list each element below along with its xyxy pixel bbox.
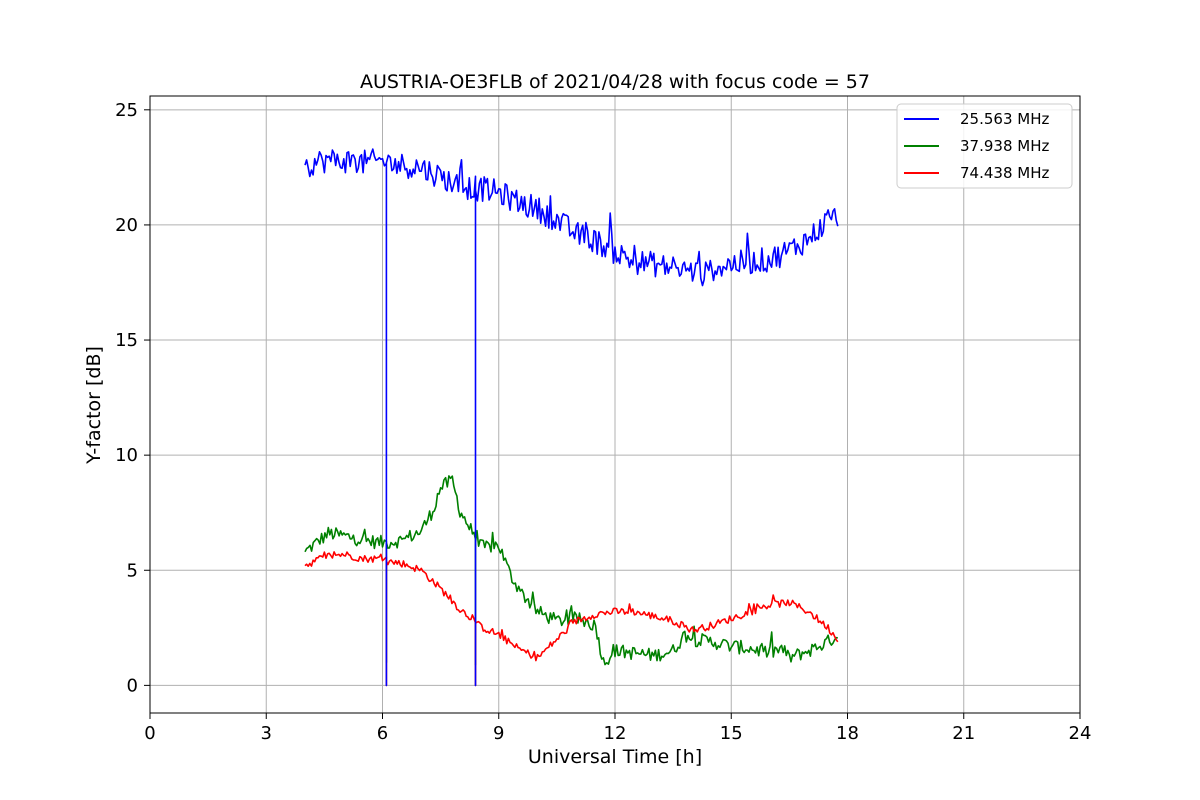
x-tick-label: 6 — [377, 723, 388, 744]
legend-box — [896, 103, 1073, 189]
legend-label: 25.563 MHz — [960, 110, 1049, 128]
x-tick-label: 15 — [720, 723, 743, 744]
y-tick-label: 10 — [115, 445, 138, 466]
legend-label: 37.938 MHz — [960, 137, 1049, 155]
x-axis-label: Universal Time [h] — [528, 746, 702, 768]
series-layer — [304, 148, 839, 687]
chart-title: AUSTRIA-OE3FLB of 2021/04/28 with focus … — [360, 71, 870, 93]
y-tick-label: 5 — [127, 560, 138, 581]
y-tick-label: 0 — [127, 675, 138, 696]
y-tick-label: 20 — [115, 215, 138, 236]
x-tick-label: 21 — [952, 723, 975, 744]
x-tick-label: 0 — [144, 723, 155, 744]
y-axis-label: Y-factor [dB] — [83, 346, 105, 465]
x-tick-label: 18 — [836, 723, 859, 744]
x-tick-label: 24 — [1069, 723, 1092, 744]
legend-label: 74.438 MHz — [960, 164, 1049, 182]
x-tick-label: 9 — [493, 723, 504, 744]
axis-ticks: 0 3 6 9 12 15 18 21 24 0 5 10 15 20 25 — [115, 100, 1091, 744]
series-line-2 — [304, 551, 839, 687]
legend: 25.563 MHz 37.938 MHz 74.438 MHz — [896, 103, 1073, 189]
y-tick-label: 25 — [115, 100, 138, 121]
series-line-0 — [304, 148, 839, 687]
series-line-1 — [304, 475, 838, 666]
x-tick-label: 3 — [261, 723, 272, 744]
y-tick-label: 15 — [115, 330, 138, 351]
x-tick-label: 12 — [604, 723, 627, 744]
